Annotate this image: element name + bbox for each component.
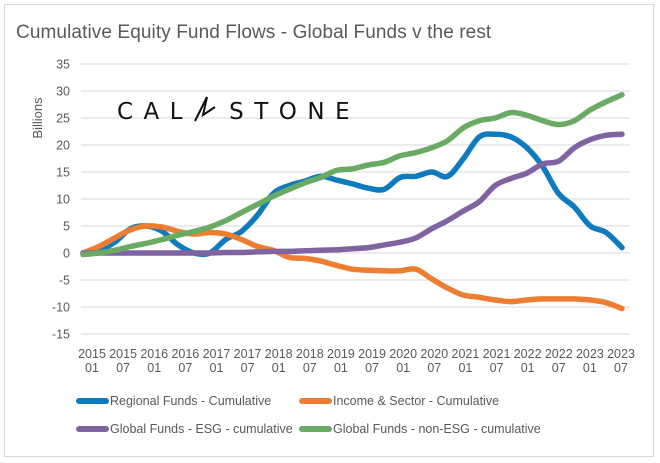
legend-label: Global Funds - ESG - cumulative xyxy=(110,422,293,436)
legend-label: Regional Funds - Cumulative xyxy=(110,394,272,408)
svg-text:2019: 2019 xyxy=(327,347,355,361)
svg-text:2016: 2016 xyxy=(140,347,168,361)
svg-text:2020: 2020 xyxy=(420,347,448,361)
legend-label: Income & Sector - Cumulative xyxy=(333,394,500,408)
calastone-logo: CAL STONE xyxy=(117,95,360,125)
y-tick-label: 5 xyxy=(63,220,70,234)
svg-text:01: 01 xyxy=(272,361,286,375)
series-line-global-funds-esg-cumulative xyxy=(80,131,625,256)
svg-text:01: 01 xyxy=(458,361,472,375)
svg-text:01: 01 xyxy=(583,361,597,375)
svg-text:2018: 2018 xyxy=(296,347,324,361)
chart-title: Cumulative Equity Fund Flows - Global Fu… xyxy=(16,22,492,43)
svg-text:2023: 2023 xyxy=(607,347,635,361)
svg-text:07: 07 xyxy=(490,361,504,375)
svg-text:2017: 2017 xyxy=(234,347,262,361)
y-tick-labels: 35 30 25 20 15 10 5 0 -5 -10 -15 xyxy=(52,58,70,342)
y-tick-label: 0 xyxy=(63,247,70,261)
x-tick-labels: 2015012015072016012016072017012017072018… xyxy=(78,347,635,375)
logo-mark-icon xyxy=(194,96,216,122)
y-tick-label: 30 xyxy=(56,85,70,99)
legend-swatch xyxy=(76,426,109,432)
svg-text:01: 01 xyxy=(396,361,410,375)
svg-text:01: 01 xyxy=(147,361,161,375)
svg-text:2015: 2015 xyxy=(109,347,137,361)
y-tick-label: -10 xyxy=(52,301,70,315)
legend-swatch xyxy=(299,426,332,432)
svg-text:2020: 2020 xyxy=(389,347,417,361)
legend-item-regional[interactable]: Regional Funds - Cumulative xyxy=(76,394,271,408)
y-tick-label: 35 xyxy=(56,58,70,72)
svg-text:2021: 2021 xyxy=(452,347,480,361)
svg-text:07: 07 xyxy=(178,361,192,375)
svg-text:07: 07 xyxy=(241,361,255,375)
y-tick-label: 15 xyxy=(56,166,70,180)
svg-text:2019: 2019 xyxy=(358,347,386,361)
svg-text:2018: 2018 xyxy=(265,347,293,361)
y-tick-label: -15 xyxy=(52,328,70,342)
svg-text:07: 07 xyxy=(614,361,628,375)
y-tick-label: 10 xyxy=(56,193,70,207)
legend-item-income-sector[interactable]: Income & Sector - Cumulative xyxy=(299,394,499,408)
svg-text:2017: 2017 xyxy=(203,347,231,361)
svg-text:07: 07 xyxy=(116,361,130,375)
svg-text:2016: 2016 xyxy=(171,347,199,361)
svg-text:2022: 2022 xyxy=(545,347,573,361)
legend-swatch xyxy=(76,398,109,404)
series-lines xyxy=(80,92,625,312)
series-line-global-funds-non-esg-cumulative xyxy=(80,92,625,258)
series-line-income-sector-cumulative xyxy=(80,223,625,312)
svg-text:07: 07 xyxy=(303,361,317,375)
svg-text:07: 07 xyxy=(552,361,566,375)
series-line-regional-funds-cumulative xyxy=(80,131,625,258)
legend-item-global-non-esg[interactable]: Global Funds - non-ESG - cumulative xyxy=(299,422,541,436)
y-tick-label: -5 xyxy=(59,274,70,288)
svg-text:2021: 2021 xyxy=(483,347,511,361)
svg-text:07: 07 xyxy=(427,361,441,375)
y-tick-label: 20 xyxy=(56,139,70,153)
svg-text:2015: 2015 xyxy=(78,347,106,361)
svg-text:01: 01 xyxy=(521,361,535,375)
svg-text:2023: 2023 xyxy=(576,347,604,361)
y-tick-label: 25 xyxy=(56,112,70,126)
svg-text:01: 01 xyxy=(334,361,348,375)
svg-text:07: 07 xyxy=(365,361,379,375)
chart-frame xyxy=(4,4,654,457)
y-axis-label: Billions xyxy=(30,97,45,139)
svg-text:01: 01 xyxy=(85,361,99,375)
svg-text:2022: 2022 xyxy=(514,347,542,361)
svg-text:01: 01 xyxy=(210,361,224,375)
legend-swatch xyxy=(299,398,332,404)
legend-label: Global Funds - non-ESG - cumulative xyxy=(333,422,541,436)
legend-item-global-esg[interactable]: Global Funds - ESG - cumulative xyxy=(76,422,293,436)
